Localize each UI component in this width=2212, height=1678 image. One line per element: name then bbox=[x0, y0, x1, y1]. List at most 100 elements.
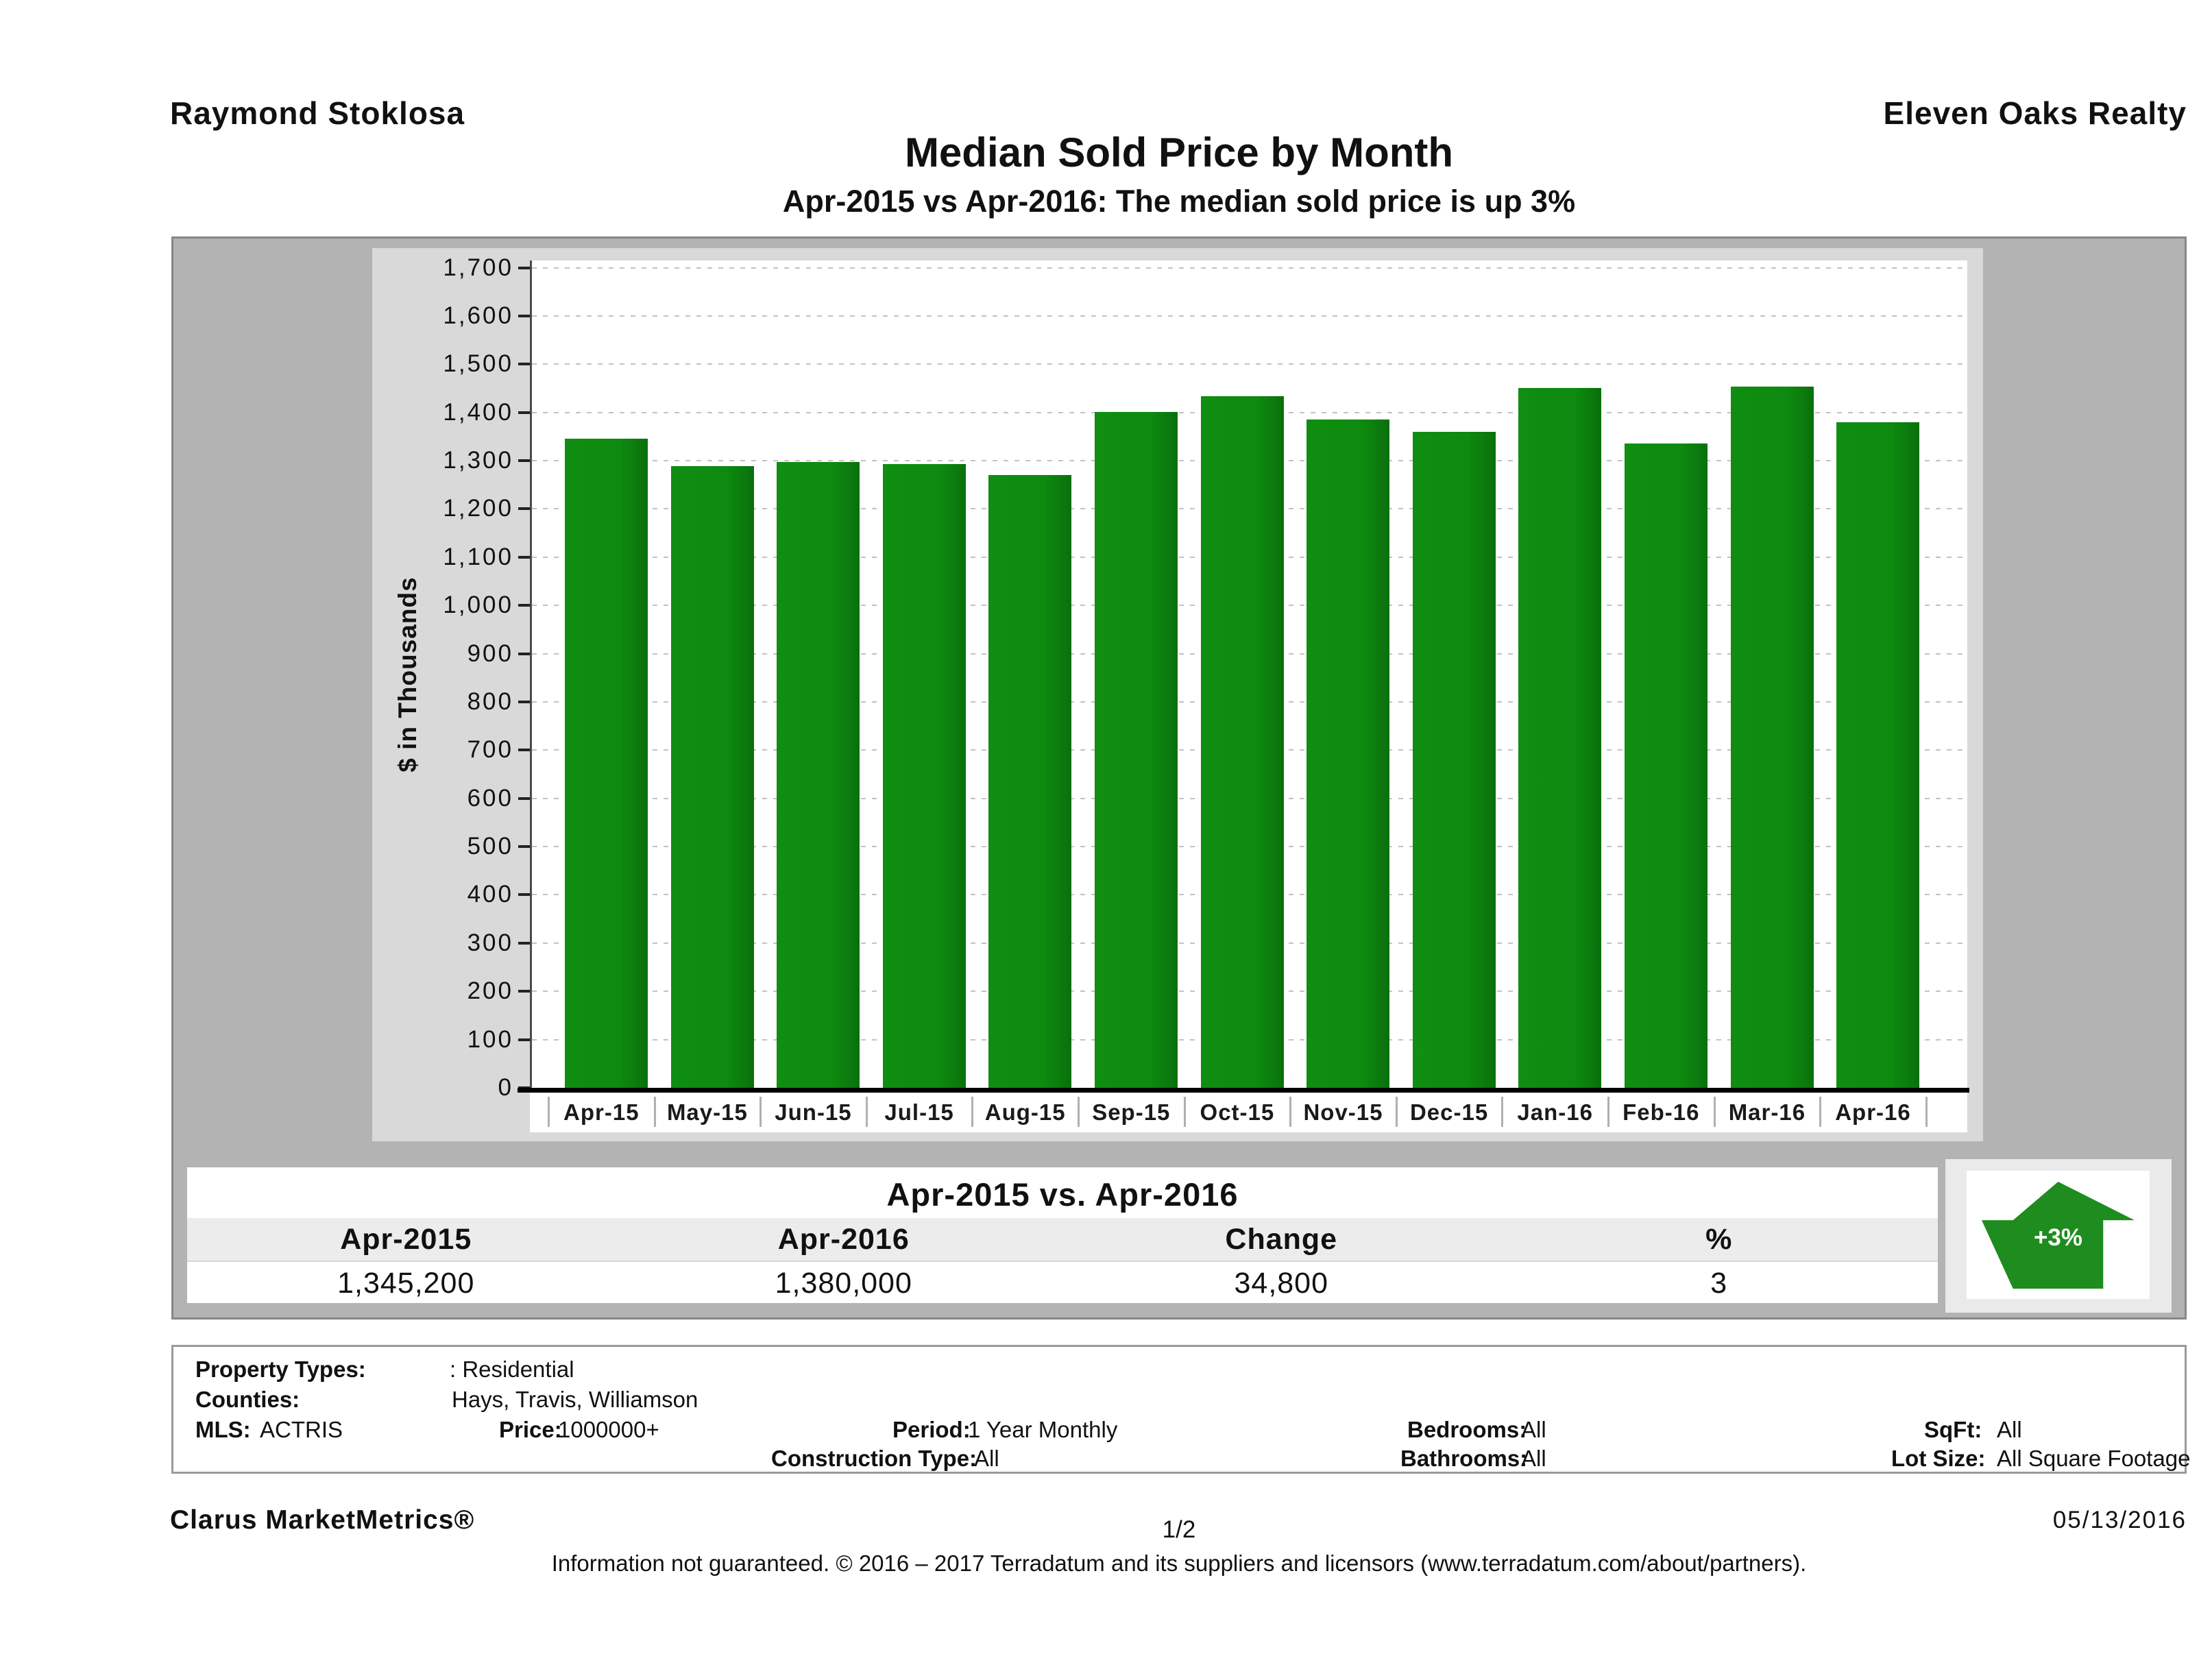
x-label-nov-15: Nov-15 bbox=[1303, 1099, 1383, 1125]
property-types-label-text: Property Types: bbox=[195, 1357, 366, 1382]
x-label-feb-16: Feb-16 bbox=[1622, 1099, 1700, 1125]
x-label-jul-15: Jul-15 bbox=[884, 1099, 954, 1125]
x-label-oct-15: Oct-15 bbox=[1200, 1099, 1275, 1125]
y-tick-label-400: 400 bbox=[467, 881, 513, 908]
plot-area bbox=[530, 260, 1967, 1088]
page-number: 1/2 bbox=[1162, 1516, 1196, 1543]
up-arrow-icon: +3% bbox=[1982, 1182, 2135, 1289]
summary-value-apr2015: 1,345,200 bbox=[337, 1267, 475, 1300]
bedrooms-label: Bedrooms: bbox=[1407, 1417, 1527, 1443]
x-label-jan-16: Jan-16 bbox=[1517, 1099, 1593, 1125]
counties-value: Hays, Travis, Williamson bbox=[452, 1387, 698, 1412]
summary-value-change: 34,800 bbox=[1234, 1267, 1329, 1300]
x-label-separator bbox=[1713, 1097, 1716, 1127]
y-tick-mark bbox=[518, 459, 530, 463]
y-tick-mark bbox=[518, 266, 530, 269]
bar-aug-15 bbox=[988, 475, 1072, 1088]
x-label-separator bbox=[1819, 1097, 1822, 1127]
summary-table: Apr-2015 vs. Apr-2016 Apr-2015 Apr-2016 … bbox=[187, 1167, 1938, 1303]
x-label-separator bbox=[1501, 1097, 1504, 1127]
y-tick-label-0: 0 bbox=[498, 1074, 513, 1101]
product-name: Clarus MarketMetrics® bbox=[170, 1505, 475, 1535]
lot-size-label-text: Lot Size: bbox=[1891, 1446, 1986, 1471]
company-name: Eleven Oaks Realty bbox=[1883, 95, 2187, 131]
y-tick-label-500: 500 bbox=[467, 833, 513, 860]
y-tick-mark bbox=[518, 507, 530, 511]
y-tick-mark bbox=[518, 990, 530, 993]
y-tick-label-1100: 1,100 bbox=[443, 543, 513, 570]
bar-may-15 bbox=[670, 465, 754, 1088]
lot-size-value: All Square Footage bbox=[1997, 1446, 2191, 1471]
x-label-may-15: May-15 bbox=[666, 1099, 748, 1125]
chart-panel: $ in Thousands 0 100 200 300 400 500 600 700 800… bbox=[171, 236, 2187, 1320]
summary-col-apr2015: Apr-2015 bbox=[340, 1223, 472, 1256]
mls-value: ACTRIS bbox=[260, 1417, 343, 1442]
summary-table-title: Apr-2015 vs. Apr-2016 bbox=[187, 1167, 1938, 1218]
x-label-separator bbox=[1607, 1097, 1609, 1127]
mls-label-text: MLS: bbox=[195, 1417, 251, 1442]
bedrooms-label-text: Bedrooms: bbox=[1407, 1417, 1527, 1442]
bar-sep-15 bbox=[1095, 412, 1178, 1088]
y-axis-title: $ in Thousands bbox=[393, 576, 422, 773]
y-tick-mark bbox=[518, 893, 530, 897]
y-tick-mark bbox=[518, 363, 530, 366]
y-tick-mark bbox=[518, 749, 530, 752]
y-tick-label-1000: 1,000 bbox=[443, 592, 513, 619]
price-label: Price: bbox=[499, 1417, 562, 1443]
y-tick-label-1600: 1,600 bbox=[443, 302, 513, 329]
period-label: Period: bbox=[892, 1417, 971, 1443]
y-tick-label-1500: 1,500 bbox=[443, 350, 513, 378]
lot-size-label: Lot Size: bbox=[1891, 1446, 1986, 1472]
property-types-label: Property Types: bbox=[195, 1357, 366, 1383]
page-title: Median Sold Price by Month bbox=[904, 130, 1454, 175]
price-label-text: Price: bbox=[499, 1417, 562, 1442]
x-label-sep-15: Sep-15 bbox=[1092, 1099, 1171, 1125]
x-axis-line bbox=[518, 1088, 1969, 1093]
y-tick-label-1700: 1,700 bbox=[443, 254, 513, 281]
trend-badge-label: +3% bbox=[2033, 1224, 2083, 1252]
y-tick-mark bbox=[518, 941, 530, 945]
bathrooms-label-text: Bathrooms: bbox=[1400, 1446, 1528, 1471]
gridline-1500 bbox=[532, 363, 1967, 365]
x-label-separator bbox=[1395, 1097, 1398, 1127]
gridline-1700 bbox=[532, 267, 1967, 269]
y-tick-label-100: 100 bbox=[467, 1025, 513, 1053]
x-label-separator bbox=[1183, 1097, 1186, 1127]
y-tick-label-800: 800 bbox=[467, 688, 513, 715]
x-label-mar-16: Mar-16 bbox=[1728, 1099, 1806, 1125]
y-tick-mark bbox=[518, 797, 530, 800]
construction-type-label-text: Construction Type: bbox=[771, 1446, 977, 1471]
y-tick-mark bbox=[518, 1038, 530, 1041]
disclaimer-text: Information not guaranteed. © 2016 – 201… bbox=[551, 1551, 1807, 1576]
bar-apr-15 bbox=[565, 439, 648, 1088]
bar-jul-15 bbox=[882, 464, 966, 1088]
bar-dec-15 bbox=[1412, 431, 1496, 1088]
y-tick-mark bbox=[518, 700, 530, 703]
bar-apr-16 bbox=[1836, 422, 1920, 1088]
report-date: 05/13/2016 bbox=[2052, 1507, 2187, 1533]
y-tick-mark bbox=[518, 314, 530, 317]
mls-label: MLS: bbox=[195, 1417, 251, 1443]
bathrooms-label: Bathrooms: bbox=[1400, 1446, 1527, 1472]
y-tick-label-300: 300 bbox=[467, 929, 513, 956]
x-label-separator bbox=[1289, 1097, 1292, 1127]
price-value: 1000000+ bbox=[558, 1417, 659, 1442]
x-label-separator bbox=[971, 1097, 974, 1127]
y-tick-label-900: 900 bbox=[467, 640, 513, 667]
summary-value-percent: 3 bbox=[1710, 1267, 1728, 1300]
agent-name: Raymond Stoklosa bbox=[170, 95, 465, 131]
sqft-label-text: SqFt: bbox=[1924, 1417, 1982, 1442]
gridline-1600 bbox=[532, 315, 1967, 317]
x-label-aug-15: Aug-15 bbox=[984, 1099, 1066, 1125]
x-axis-label-strip: Apr-15 May-15 Jun-15 Jul-15 Aug-15 Sep-15 Oct-… bbox=[530, 1093, 1967, 1132]
period-value: 1 Year Monthly bbox=[968, 1417, 1118, 1442]
sqft-value: All bbox=[1997, 1417, 2022, 1442]
y-tick-mark bbox=[518, 652, 530, 655]
y-tick-mark bbox=[518, 411, 530, 414]
x-label-apr-16: Apr-16 bbox=[1835, 1099, 1911, 1125]
construction-type-label: Construction Type: bbox=[771, 1446, 977, 1472]
x-label-apr-15: Apr-15 bbox=[563, 1099, 640, 1125]
summary-table-header-row: Apr-2015 Apr-2016 Change % bbox=[187, 1218, 1938, 1261]
summary-col-apr2016: Apr-2016 bbox=[777, 1223, 910, 1256]
